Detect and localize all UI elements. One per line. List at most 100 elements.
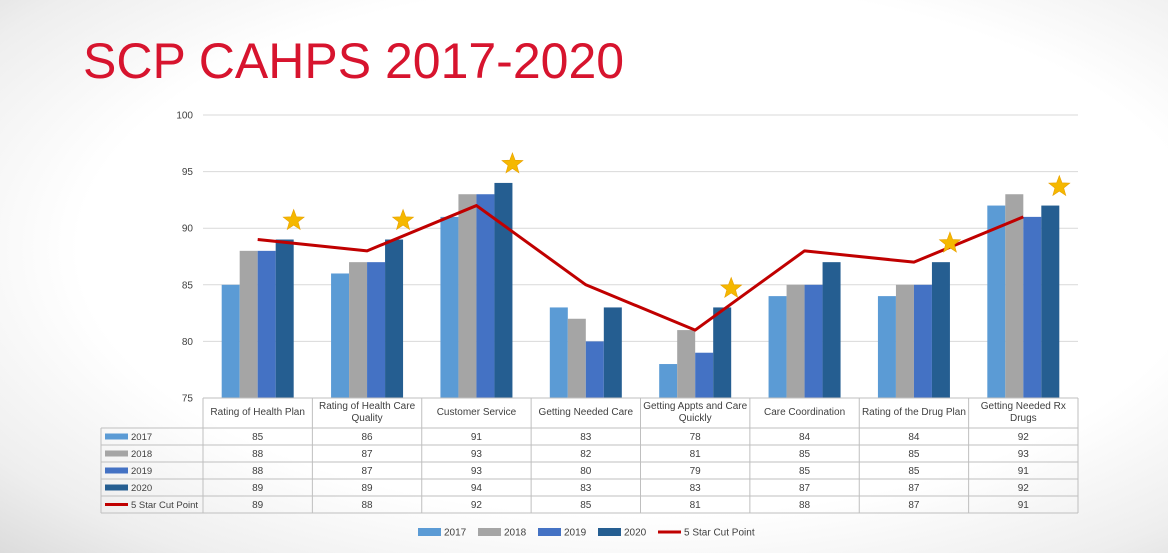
table-cell: 93 — [1018, 449, 1030, 460]
bar-2018 — [458, 194, 477, 398]
bar-2019 — [804, 284, 823, 398]
bar-2019 — [695, 352, 714, 398]
category-label: Quickly — [679, 413, 712, 424]
table-cell: 88 — [362, 500, 374, 511]
y-tick-label: 90 — [182, 224, 194, 235]
legend-key-2018 — [478, 528, 501, 536]
legend-label: 2017 — [444, 528, 467, 539]
y-tick-label: 80 — [182, 337, 194, 348]
table-cell: 78 — [690, 432, 702, 443]
bar-2017 — [768, 296, 787, 398]
table-cell: 88 — [252, 466, 264, 477]
bar-2019 — [257, 250, 276, 398]
table-cell: 93 — [471, 449, 483, 460]
category-label: Rating of the Drug Plan — [862, 407, 966, 418]
table-cell: 87 — [908, 483, 920, 494]
bar-2018 — [677, 330, 696, 398]
table-cell: 87 — [799, 483, 811, 494]
table-cell: 82 — [580, 449, 592, 460]
series-name: 2020 — [131, 483, 152, 494]
bar-2020 — [494, 182, 513, 398]
table-cell: 92 — [1018, 432, 1030, 443]
bar-2017 — [331, 273, 350, 398]
legend-key-2019 — [538, 528, 561, 536]
bar-2020 — [275, 239, 294, 398]
bar-2017 — [659, 364, 678, 398]
table-cell: 80 — [580, 466, 592, 477]
legend-label: 2020 — [624, 528, 647, 539]
y-tick-label: 95 — [182, 167, 194, 178]
star-icon — [501, 152, 524, 174]
bar-2020 — [603, 307, 622, 398]
table-cell: 85 — [908, 466, 920, 477]
legend-key-2020 — [105, 484, 128, 491]
star-icon — [282, 208, 305, 231]
bar-2019 — [367, 262, 386, 398]
legend-key-2020 — [598, 528, 621, 536]
bar-2020 — [931, 262, 950, 398]
series-name: 2019 — [131, 466, 152, 477]
cut-point-line — [257, 204, 1024, 332]
table-cell: 89 — [252, 500, 264, 511]
table-cell: 79 — [690, 466, 702, 477]
table-cell: 85 — [799, 466, 811, 477]
star-icon — [719, 276, 743, 299]
category-label: Rating of Health Plan — [210, 407, 305, 418]
category-label: Getting Appts and Care — [643, 401, 747, 412]
bar-2017 — [221, 284, 240, 398]
table-cell: 83 — [690, 483, 702, 494]
table-cell: 85 — [580, 500, 592, 511]
bar-2017 — [440, 216, 459, 398]
table-cell: 85 — [799, 449, 811, 460]
legend-key-2019 — [105, 467, 128, 474]
table-cell: 89 — [252, 483, 264, 494]
table-cell: 91 — [1018, 500, 1030, 511]
table-cell: 91 — [471, 432, 483, 443]
legend-label: 5 Star Cut Point — [684, 528, 755, 539]
table-cell: 88 — [252, 449, 264, 460]
table-cell: 91 — [1018, 466, 1030, 477]
bar-2019 — [585, 341, 604, 398]
legend-key-2017 — [105, 433, 128, 440]
table-cell: 87 — [362, 466, 374, 477]
bar-2019 — [476, 194, 495, 398]
bar-2018 — [567, 318, 586, 398]
bar-2019 — [1023, 216, 1042, 398]
bar-2020 — [385, 239, 404, 398]
table-cell: 88 — [799, 500, 811, 511]
bar-2019 — [913, 284, 932, 398]
table-cell: 87 — [908, 500, 920, 511]
legend-key-2018 — [105, 450, 128, 457]
bar-2020 — [713, 307, 732, 398]
series-name: 2018 — [131, 449, 152, 460]
category-label: Customer Service — [437, 407, 517, 418]
bar-2018 — [349, 262, 368, 398]
y-tick-label: 75 — [182, 394, 194, 405]
table-cell: 81 — [690, 500, 702, 511]
table-cell: 87 — [362, 449, 374, 460]
series-name: 5 Star Cut Point — [131, 500, 198, 511]
star-icon — [391, 208, 415, 231]
bar-2017 — [877, 296, 896, 398]
category-label: Drugs — [1010, 413, 1037, 424]
bar-2020 — [1041, 205, 1060, 398]
legend-label: 2019 — [564, 528, 587, 539]
category-label: Rating of Health Care — [319, 401, 416, 412]
table-cell: 83 — [580, 432, 592, 443]
table-cell: 89 — [362, 483, 374, 494]
bar-2018 — [239, 250, 258, 398]
page-title: SCP CAHPS 2017-2020 — [83, 33, 625, 89]
table-cell: 84 — [908, 432, 920, 443]
category-label: Getting Needed Rx — [981, 401, 1066, 412]
table-cell: 92 — [471, 500, 483, 511]
series-name: 2017 — [131, 432, 152, 443]
star-icon — [938, 231, 962, 253]
table-cell: 93 — [471, 466, 483, 477]
table-cell: 86 — [362, 432, 374, 443]
legend-label: 2018 — [504, 528, 527, 539]
star-icon — [1048, 174, 1071, 197]
bar-2017 — [987, 205, 1006, 398]
category-label: Care Coordination — [764, 407, 845, 418]
table-cell: 85 — [252, 432, 264, 443]
